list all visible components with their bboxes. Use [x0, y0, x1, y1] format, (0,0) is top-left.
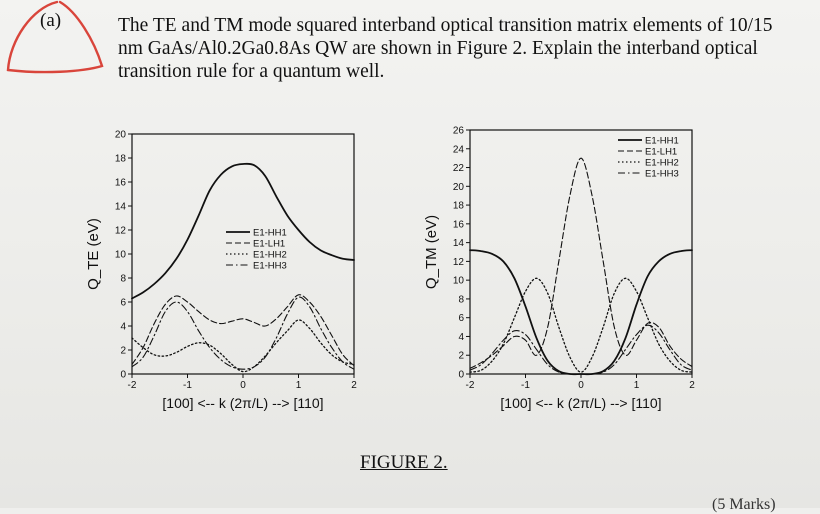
hand-drawn-circle-annotation [6, 0, 104, 74]
y-tick-label: 10 [453, 276, 465, 287]
y-tick-label: 22 [453, 163, 465, 174]
x-tick-label: -1 [183, 380, 192, 391]
legend-label: E1-HH3 [253, 261, 287, 272]
series-line-e1-lh1 [131, 294, 355, 367]
y-tick-label: 8 [458, 294, 464, 305]
series-line-e1-lh1 [469, 157, 693, 369]
y-tick-label: 20 [453, 182, 465, 193]
x-tick-label: 1 [296, 380, 302, 391]
y-tick-label: 18 [453, 201, 465, 212]
y-tick-label: 24 [453, 144, 465, 155]
y-tick-label: 10 [115, 250, 127, 261]
series-line-e1-hh2 [469, 277, 693, 373]
y-tick-label: 12 [453, 257, 465, 268]
y-tick-label: 2 [458, 351, 464, 362]
x-tick-label: 2 [689, 380, 695, 391]
y-axis-label: Q_TM (eV) [423, 215, 440, 289]
part-label: (a) [40, 10, 62, 31]
legend-label: E1-HH3 [645, 169, 679, 180]
series-line-e1-hh2 [131, 319, 355, 373]
y-tick-label: 26 [453, 126, 465, 137]
y-tick-label: 6 [120, 298, 126, 309]
series-line-e1-hh1 [469, 249, 693, 376]
y-axis-label: Q_TE (eV) [85, 218, 102, 290]
y-tick-label: 8 [120, 274, 126, 285]
question-text: The TE and TM mode squared interband opt… [118, 15, 773, 82]
legend-label: E1-HH2 [253, 250, 287, 261]
y-tick-label: 16 [115, 178, 127, 189]
legend-label: E1-HH1 [645, 136, 679, 147]
x-tick-label: 0 [578, 380, 584, 391]
x-tick-label: 2 [351, 380, 357, 391]
series-line-e1-hh3 [469, 324, 693, 375]
x-tick-label: 0 [240, 380, 246, 391]
y-tick-label: 14 [453, 238, 465, 249]
x-tick-label: -2 [128, 380, 137, 391]
series-line-e1-hh3 [131, 296, 355, 370]
x-axis-label: [100] <-- k (2π/L) --> [110] [500, 395, 661, 411]
marks-label: (5 Marks) [712, 496, 776, 513]
y-tick-label: 2 [120, 346, 126, 357]
y-tick-label: 0 [458, 370, 464, 381]
legend-label: E1-LH1 [253, 239, 285, 250]
y-tick-label: 18 [115, 154, 127, 165]
legend-label: E1-LH1 [645, 147, 677, 158]
y-tick-label: 4 [458, 332, 464, 343]
y-tick-label: 6 [458, 313, 464, 324]
x-tick-label: 1 [634, 380, 640, 391]
x-tick-label: -2 [466, 380, 475, 391]
y-tick-label: 4 [120, 322, 126, 333]
series-line-e1-hh1 [131, 162, 355, 300]
y-tick-label: 20 [115, 130, 127, 141]
figure-caption: FIGURE 2. [360, 452, 448, 473]
y-tick-label: 12 [115, 226, 127, 237]
y-tick-label: 0 [120, 370, 126, 381]
legend-label: E1-HH2 [645, 158, 679, 169]
y-tick-label: 14 [115, 202, 127, 213]
y-tick-label: 16 [453, 219, 465, 230]
x-tick-label: -1 [521, 380, 530, 391]
x-axis-label: [100] <-- k (2π/L) --> [110] [162, 395, 323, 411]
legend-label: E1-HH1 [253, 228, 287, 239]
